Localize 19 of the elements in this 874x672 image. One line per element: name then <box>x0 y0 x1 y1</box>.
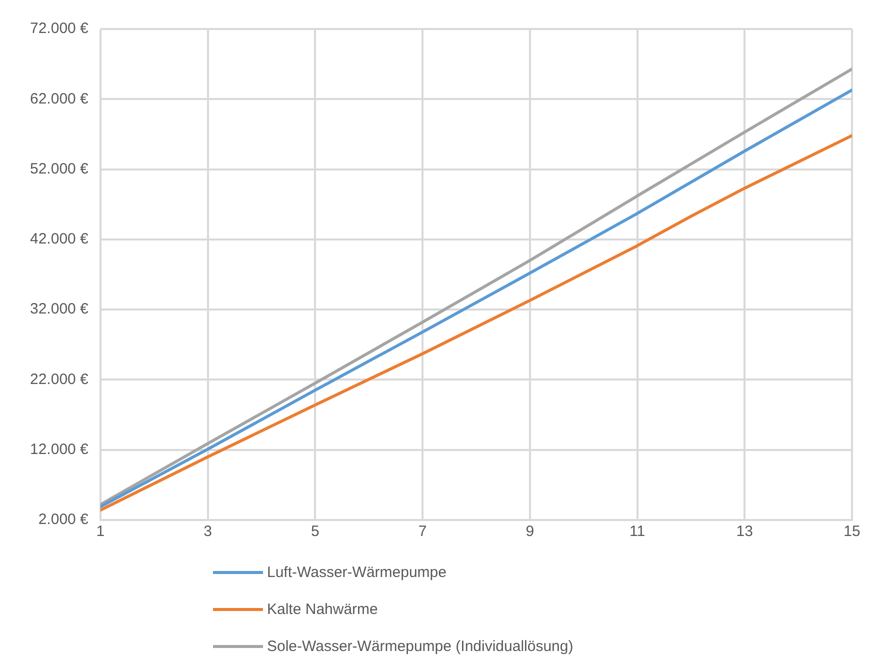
x-tick-label: 9 <box>526 523 534 540</box>
x-tick-label: 7 <box>418 523 427 540</box>
y-tick-label: 52.000 € <box>30 160 90 178</box>
legend-label: Luft-Wasser-Wärmepumpe <box>267 564 446 581</box>
y-tick-label: 32.000 € <box>30 300 90 318</box>
x-tick-label: 15 <box>844 523 860 540</box>
y-tick-label: 42.000 € <box>30 230 90 248</box>
x-tick-label: 5 <box>310 523 320 540</box>
y-tick-label: 62.000 € <box>30 90 90 108</box>
legend-label: Sole-Wasser-Wärmepumpe (Individuallösung) <box>267 638 574 655</box>
legend-label: Kalte Nahwärme <box>267 601 378 618</box>
x-tick-label: 13 <box>736 523 753 540</box>
x-tick-label: 3 <box>204 523 212 540</box>
y-tick-label: 22.000 € <box>30 370 90 388</box>
y-tick-label: 12.000 € <box>30 441 90 458</box>
y-tick-label: 2.000 € <box>38 511 90 528</box>
y-tick-label: 72.000 € <box>30 20 90 38</box>
x-tick-label: 11 <box>629 523 646 540</box>
x-tick-label: 1 <box>96 523 105 540</box>
